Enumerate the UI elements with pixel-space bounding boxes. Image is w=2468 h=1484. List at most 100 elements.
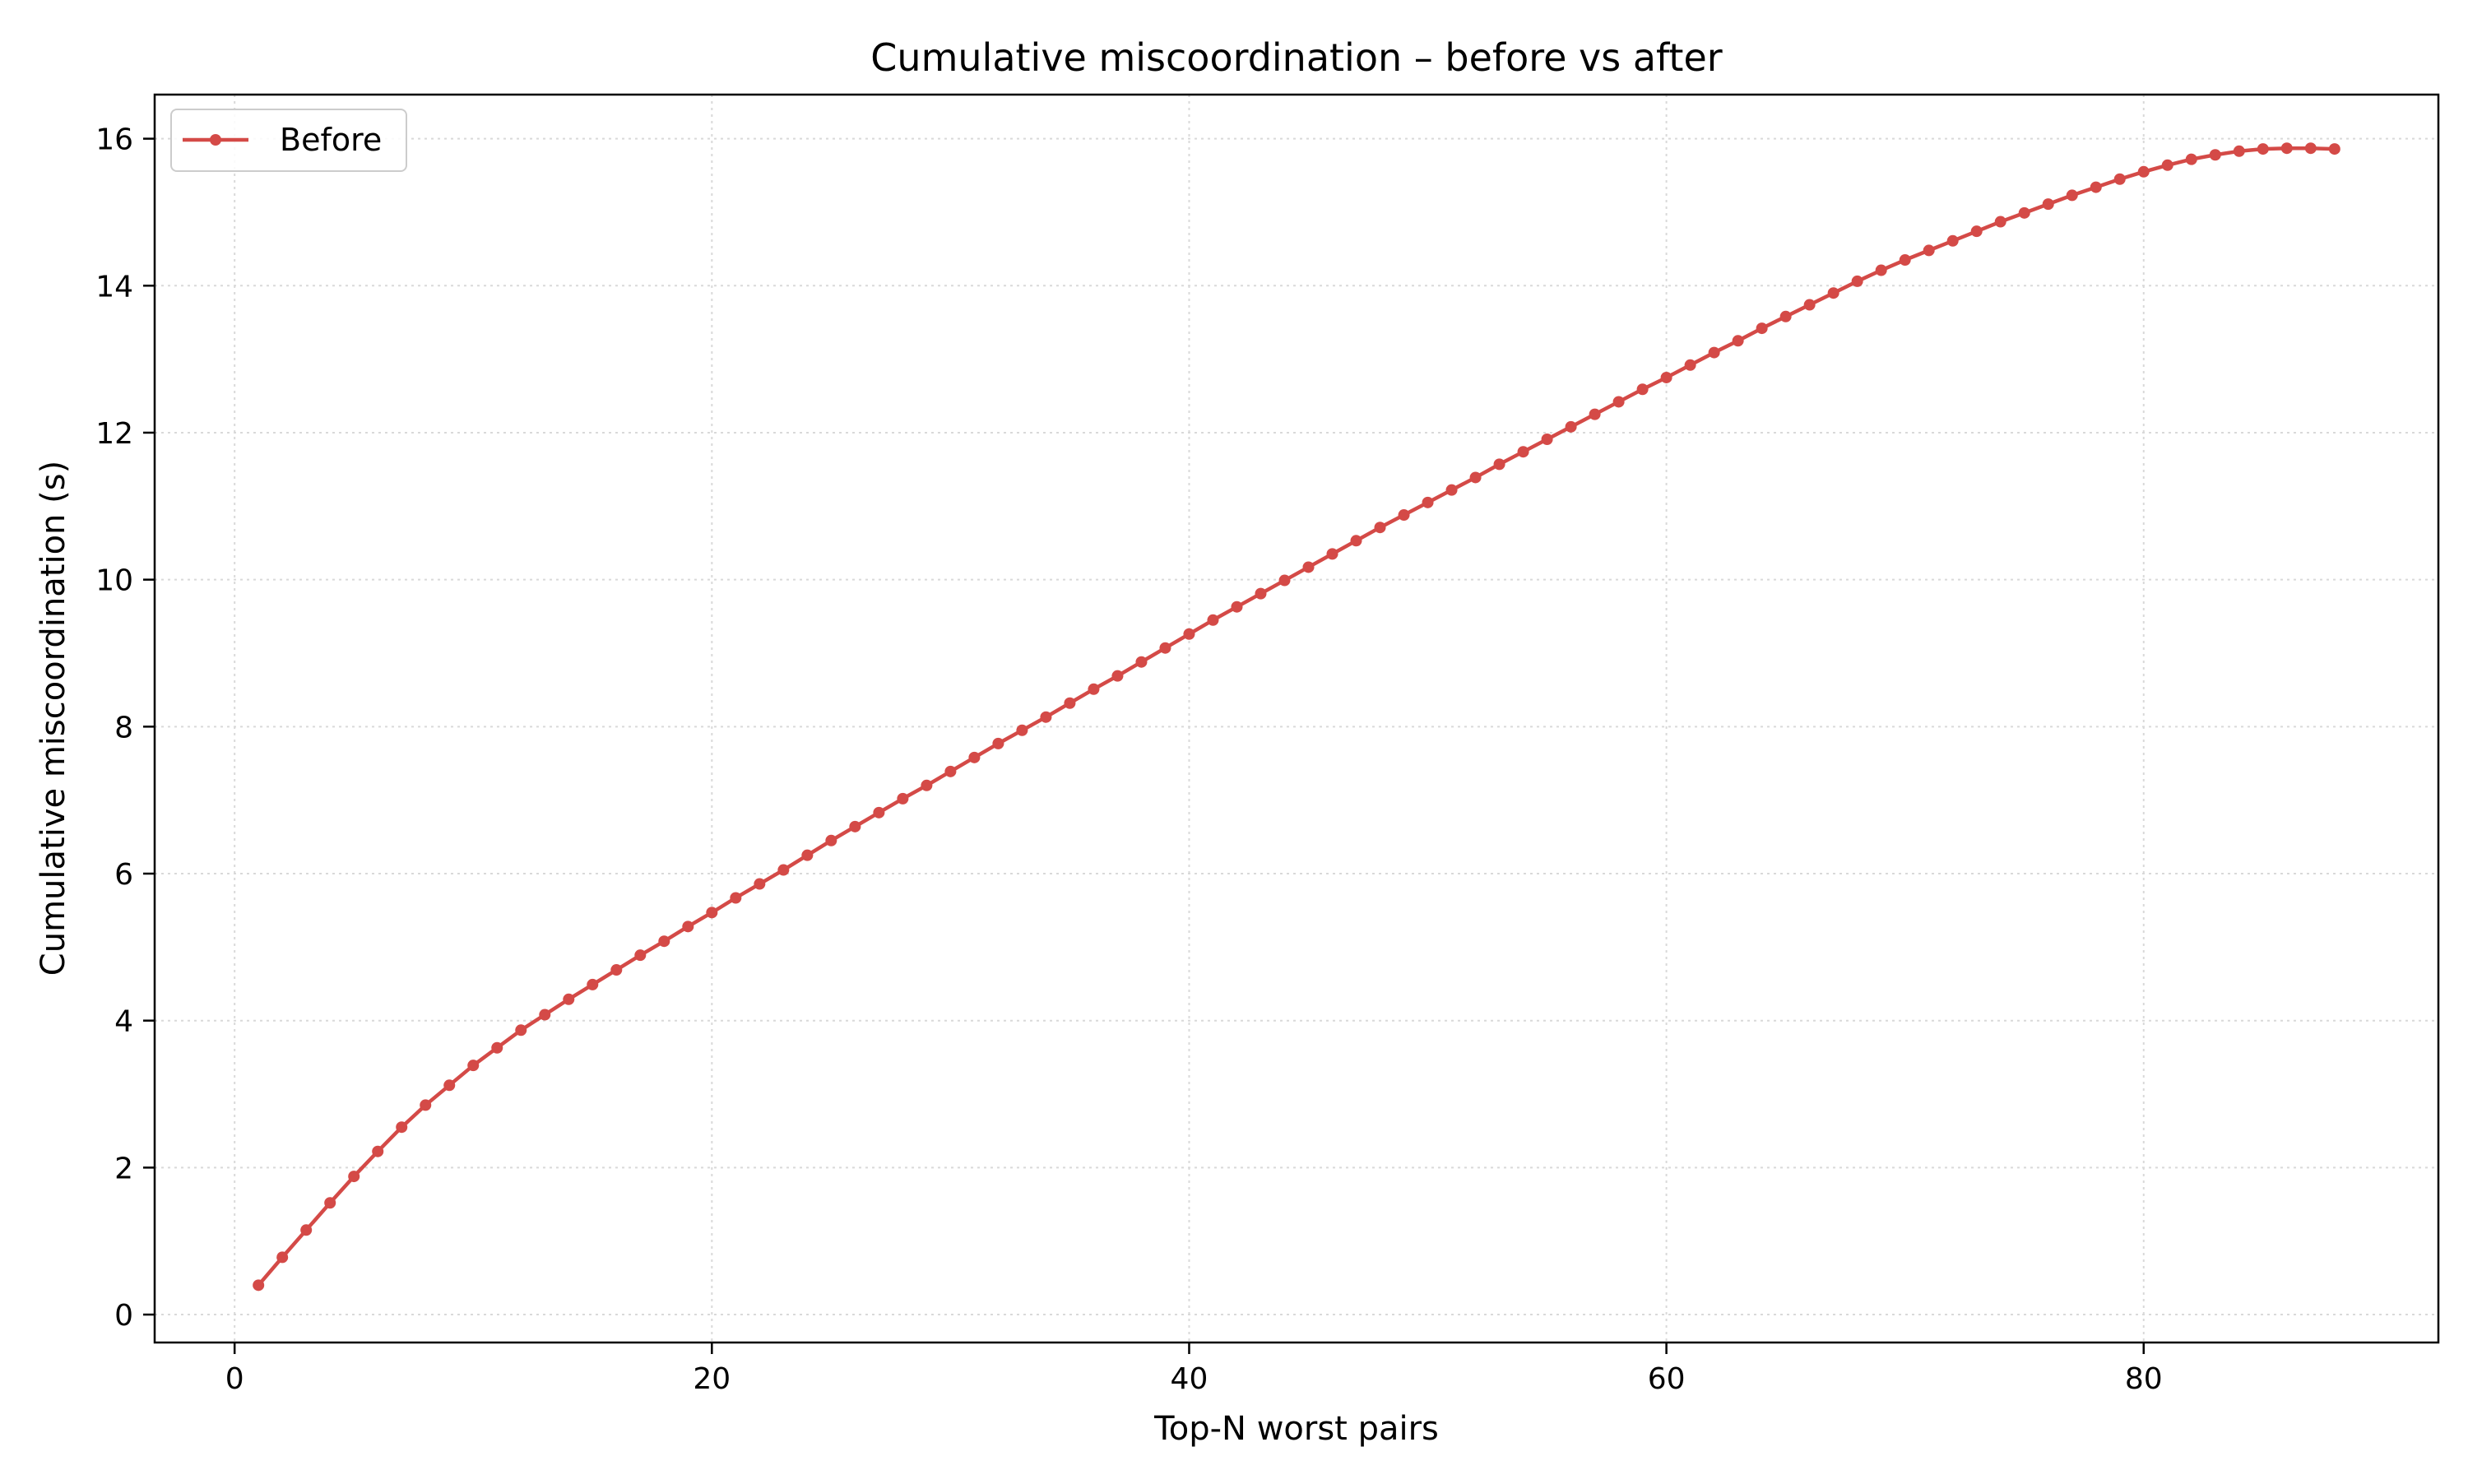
data-point-before: [515, 1024, 527, 1036]
data-point-before: [1517, 446, 1529, 458]
data-point-before: [1302, 561, 1315, 573]
data-point-before: [1779, 310, 1792, 322]
data-point-before: [1398, 509, 1410, 522]
x-tick-label: 80: [2125, 1362, 2163, 1396]
data-point-before: [276, 1251, 289, 1264]
y-tick-label: 0: [114, 1299, 133, 1333]
y-tick-label: 2: [114, 1152, 133, 1185]
data-point-before: [921, 779, 933, 791]
data-point-before: [730, 892, 742, 904]
data-point-before: [1923, 244, 1935, 257]
series-line-before: [256, 146, 2337, 1287]
y-tick-label: 12: [95, 417, 133, 451]
data-point-before: [825, 834, 837, 846]
data-point-before: [396, 1121, 408, 1134]
data-point-before: [2304, 142, 2317, 155]
data-point-before: [634, 949, 647, 962]
data-point-before: [1732, 335, 1744, 347]
series-layer: [253, 142, 2340, 1292]
data-point-before: [2209, 149, 2221, 161]
data-point-before: [1899, 254, 1911, 267]
data-point-before: [1875, 264, 1887, 276]
data-point-before: [610, 964, 623, 976]
data-point-before: [2280, 142, 2293, 155]
data-point-before: [1016, 724, 1028, 736]
x-tick-label: 40: [1171, 1362, 1208, 1396]
data-point-before: [1946, 234, 1959, 247]
data-point-before: [897, 792, 909, 805]
data-point-before: [1088, 683, 1100, 695]
data-point-before: [300, 1224, 313, 1236]
data-point-before: [1374, 522, 1386, 534]
data-point-before: [777, 864, 790, 876]
data-point-before: [587, 978, 599, 990]
data-point-before: [2137, 165, 2150, 178]
y-axis: 0 2 4 6 8 10 12 14 16: [95, 123, 155, 1333]
data-point-before: [1827, 287, 1839, 299]
data-point-before: [1565, 420, 1577, 433]
chart-title: Cumulative miscoordination – before vs a…: [870, 35, 1722, 80]
data-point-before: [1589, 408, 1601, 420]
data-point-before: [1422, 496, 1434, 508]
data-point-before: [1278, 574, 1291, 587]
x-tick-label: 0: [225, 1362, 244, 1396]
data-point-before: [253, 1279, 265, 1292]
data-point-before: [1255, 587, 1267, 600]
data-point-before: [348, 1171, 360, 1183]
legend: Before: [170, 109, 407, 172]
x-tick-label: 20: [693, 1362, 731, 1396]
data-point-before: [1684, 359, 1696, 371]
plot-frame: [153, 93, 2440, 1344]
data-point-before: [420, 1099, 432, 1111]
y-tick-label: 4: [114, 1005, 133, 1039]
x-axis-label: Top-N worst pairs: [1153, 1410, 1439, 1448]
data-point-before: [2018, 206, 2030, 219]
data-point-before: [873, 806, 885, 819]
data-point-before: [324, 1197, 336, 1209]
data-point-before: [2066, 189, 2078, 202]
data-point-before: [1756, 322, 1768, 335]
data-point-before: [1803, 299, 1816, 311]
data-point-before: [1469, 471, 1482, 484]
data-point-before: [682, 921, 694, 933]
data-point-before: [849, 820, 861, 832]
data-point-before: [1994, 216, 2006, 228]
data-point-before: [1326, 548, 1338, 560]
data-point-before: [443, 1079, 456, 1092]
data-point-before: [1541, 434, 1553, 446]
data-point-before: [2113, 173, 2126, 185]
data-point-before: [491, 1041, 503, 1054]
data-point-before: [658, 935, 670, 948]
data-point-before: [1708, 346, 1720, 359]
data-point-before: [1660, 371, 1672, 383]
grid: [155, 95, 2438, 1343]
data-point-before: [1064, 697, 1076, 709]
data-point-before: [372, 1145, 384, 1157]
data-point-before: [1111, 670, 1124, 682]
data-point-before: [1159, 642, 1171, 654]
data-point-before: [539, 1009, 551, 1021]
data-point-before: [1350, 535, 1362, 547]
data-point-before: [1231, 601, 1243, 613]
data-point-before: [1040, 711, 1052, 723]
legend-box: [170, 109, 407, 172]
data-point-before: [2042, 198, 2054, 211]
x-axis: 0 20 40 60 80: [225, 1343, 2163, 1396]
data-point-before: [1493, 458, 1505, 471]
data-point-before: [1445, 484, 1458, 496]
data-point-before: [1970, 225, 1983, 238]
y-tick-label: 14: [95, 270, 133, 304]
data-point-before: [2233, 145, 2245, 157]
data-point-before: [2185, 153, 2197, 165]
legend-marker-before: [210, 134, 221, 146]
data-point-before: [1636, 383, 1649, 396]
data-point-before: [1851, 275, 1863, 287]
y-tick-label: 8: [114, 711, 133, 744]
data-point-before: [801, 849, 814, 861]
data-point-before: [563, 993, 575, 1005]
data-point-before: [968, 751, 981, 763]
data-point-before: [2328, 143, 2340, 155]
y-tick-label: 10: [95, 564, 133, 598]
